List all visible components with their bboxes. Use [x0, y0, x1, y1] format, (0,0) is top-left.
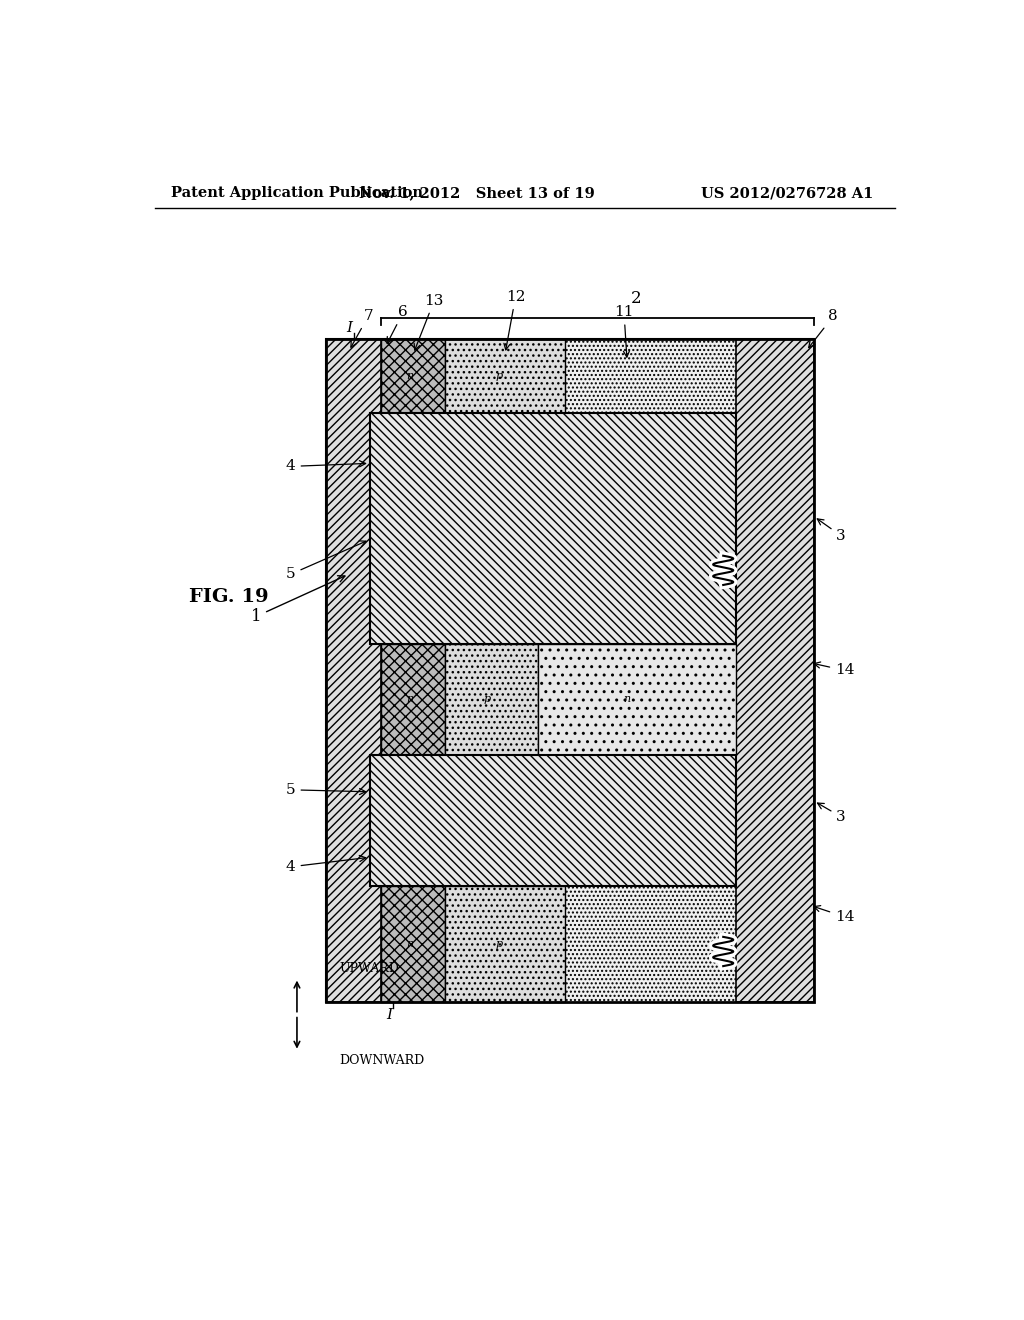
Text: 5: 5 — [286, 541, 366, 581]
Text: 14: 14 — [814, 663, 855, 677]
Bar — [370, 412, 736, 644]
Text: n: n — [624, 694, 631, 705]
Text: I: I — [386, 1008, 392, 1023]
Text: 7: 7 — [351, 309, 373, 347]
Text: n: n — [407, 939, 414, 949]
Text: 11: 11 — [614, 305, 634, 358]
Text: 13: 13 — [414, 294, 443, 350]
Text: 3: 3 — [817, 803, 846, 824]
Text: I: I — [347, 321, 352, 335]
Text: 4: 4 — [286, 855, 366, 874]
Text: DOWNWARD: DOWNWARD — [340, 1055, 425, 1068]
Text: p: p — [496, 371, 503, 381]
Bar — [381, 644, 445, 755]
Bar — [381, 886, 445, 1002]
Bar — [445, 886, 565, 1002]
Bar — [326, 339, 381, 1002]
Text: 6: 6 — [387, 305, 408, 343]
Text: n: n — [407, 371, 414, 381]
Text: US 2012/0276728 A1: US 2012/0276728 A1 — [700, 186, 872, 201]
Bar — [445, 644, 538, 755]
Bar — [326, 339, 814, 1002]
Text: 1: 1 — [251, 576, 345, 626]
Text: 8: 8 — [809, 309, 838, 347]
Text: 14: 14 — [814, 906, 855, 924]
Text: 4: 4 — [286, 459, 366, 474]
Bar — [736, 339, 814, 1002]
Bar — [445, 339, 565, 413]
Bar — [538, 644, 736, 755]
Text: 2: 2 — [631, 290, 642, 308]
Bar — [370, 755, 736, 886]
Text: FIG. 19: FIG. 19 — [189, 589, 268, 606]
Bar — [381, 339, 445, 413]
Text: UPWARD: UPWARD — [340, 962, 399, 975]
Text: 5: 5 — [286, 783, 366, 797]
Text: Patent Application Publication: Patent Application Publication — [171, 186, 423, 201]
Text: p: p — [483, 694, 490, 705]
Text: 3: 3 — [817, 519, 846, 543]
Text: n: n — [407, 694, 414, 705]
Bar — [381, 339, 736, 1002]
Text: p: p — [496, 939, 503, 949]
Text: Nov. 1, 2012   Sheet 13 of 19: Nov. 1, 2012 Sheet 13 of 19 — [358, 186, 595, 201]
Text: 12: 12 — [504, 290, 525, 350]
Bar — [326, 339, 814, 1002]
